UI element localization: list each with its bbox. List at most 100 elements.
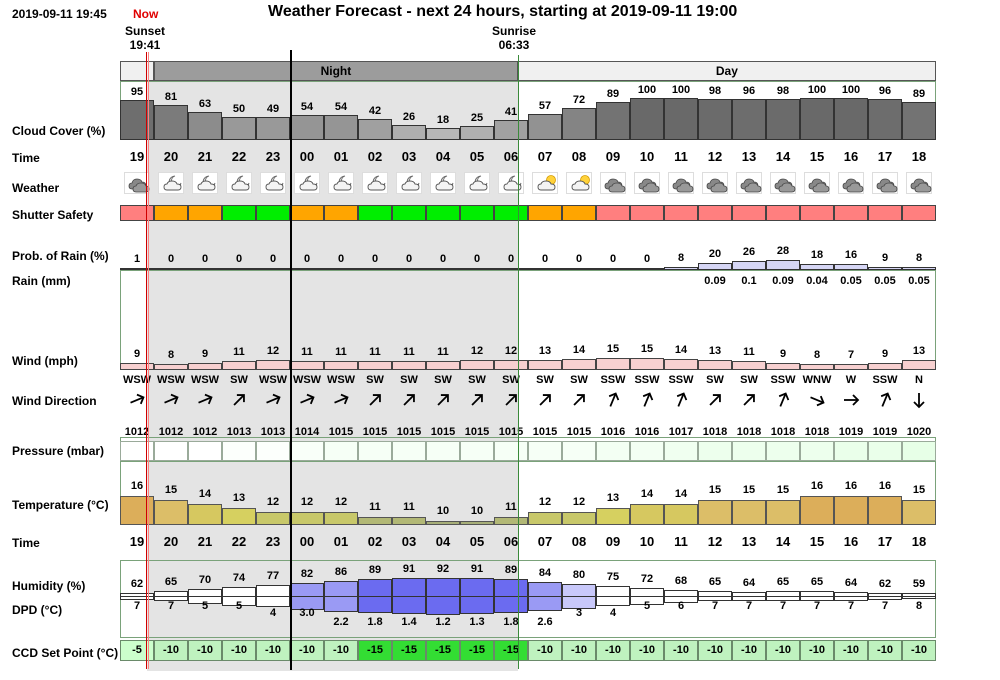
temperature-bar bbox=[290, 512, 324, 525]
humidity-value: 59 bbox=[912, 578, 926, 590]
rain-prob-value: 1 bbox=[133, 253, 141, 265]
ccd-setpoint-value: -10 bbox=[265, 644, 281, 656]
wind-arrow-icon bbox=[229, 390, 249, 410]
wind-bar bbox=[256, 360, 290, 370]
rain-prob-value: 0 bbox=[337, 253, 345, 265]
shutter-cell-marginal bbox=[188, 205, 222, 221]
rain-prob-bar bbox=[222, 268, 256, 270]
cloudy-icon bbox=[872, 172, 898, 194]
ccd-setpoint-value: -10 bbox=[775, 644, 791, 656]
cloud-bar bbox=[426, 128, 460, 140]
humidity-value: 80 bbox=[572, 568, 586, 581]
wind-value: 14 bbox=[674, 343, 688, 356]
wind-arrow-icon bbox=[365, 390, 385, 410]
dpd-value: 7 bbox=[711, 600, 719, 612]
pressure-cell bbox=[426, 441, 460, 461]
rain-mm-value: 0.05 bbox=[874, 275, 896, 287]
rain-prob-bar bbox=[120, 268, 154, 270]
partly-cloudy-night-icon bbox=[396, 172, 422, 194]
shutter-cell-unsafe bbox=[800, 205, 834, 221]
dpd-value: 8 bbox=[915, 600, 923, 612]
temperature-value: 10 bbox=[470, 504, 484, 517]
wind-value: 11 bbox=[335, 346, 347, 359]
temperature-value: 13 bbox=[606, 492, 620, 505]
shutter-cell-unsafe bbox=[902, 205, 936, 221]
wind-dir-value: WSW bbox=[292, 374, 322, 386]
rain-prob-value: 0 bbox=[269, 253, 277, 265]
rain-prob-value: 0 bbox=[575, 253, 583, 265]
humidity-value: 89 bbox=[504, 564, 518, 576]
wind-value: 11 bbox=[403, 346, 415, 359]
cloud-bar bbox=[732, 99, 766, 140]
ccd-setpoint-value: -10 bbox=[537, 644, 553, 656]
pressure-value: 1019 bbox=[872, 426, 898, 438]
shutter-cell-unsafe bbox=[664, 205, 698, 221]
wind-value: 12 bbox=[470, 345, 484, 358]
shutter-cell-unsafe bbox=[766, 205, 800, 221]
hour-label: 15 bbox=[809, 534, 825, 549]
rain-prob-bar bbox=[834, 264, 868, 270]
hour-label: 19 bbox=[129, 534, 145, 549]
cloudy-icon bbox=[668, 172, 694, 194]
temperature-bar bbox=[324, 512, 358, 525]
dpd-value: 5 bbox=[201, 600, 209, 612]
temperature-bar bbox=[698, 499, 732, 525]
wind-arrow-icon bbox=[603, 390, 623, 410]
wind-arrow-icon bbox=[195, 390, 215, 410]
rain-prob-value: 0 bbox=[609, 253, 617, 265]
wind-arrow-icon bbox=[739, 390, 759, 410]
cloud-bar bbox=[358, 119, 392, 140]
cloudy-icon bbox=[804, 172, 830, 194]
weather-label: Weather bbox=[12, 181, 60, 195]
humidity-value: 84 bbox=[538, 566, 552, 579]
ccd-setpoint-cell bbox=[766, 640, 800, 661]
pressure-cell bbox=[562, 441, 596, 461]
night-band: Night bbox=[154, 61, 518, 81]
humidity-value: 62 bbox=[878, 577, 892, 590]
humidity-value: 65 bbox=[776, 576, 790, 588]
humidity-value: 86 bbox=[334, 565, 348, 578]
hour-label: 10 bbox=[639, 149, 655, 164]
wind-value: 13 bbox=[538, 344, 552, 357]
temperature-bar bbox=[494, 516, 528, 525]
sunrise-line bbox=[517, 55, 519, 669]
cloud-value: 57 bbox=[538, 99, 552, 112]
hour-label: 10 bbox=[639, 534, 655, 549]
dpd-value: 3.0 bbox=[299, 607, 315, 619]
ccd-setpoint-cell bbox=[222, 640, 256, 661]
cloudy-icon bbox=[124, 172, 150, 194]
humidity-value: 77 bbox=[266, 570, 280, 582]
humidity-value: 68 bbox=[674, 574, 688, 587]
wind-dir-value: WSW bbox=[258, 374, 288, 386]
rain-prob-value: 26 bbox=[742, 245, 756, 258]
pressure-cell bbox=[630, 441, 664, 461]
rain-prob-value: 0 bbox=[405, 253, 413, 265]
shutter-cell-unsafe bbox=[868, 205, 902, 221]
temperature-value: 11 bbox=[369, 500, 381, 513]
rain-prob-value: 28 bbox=[776, 245, 790, 258]
cloud-bar bbox=[154, 105, 188, 140]
wind-dir-value: SW bbox=[468, 374, 486, 386]
wind-arrow-icon bbox=[569, 390, 589, 410]
ccd-setpoint-cell bbox=[120, 640, 154, 661]
cloud-value: 100 bbox=[841, 84, 861, 96]
hour-label: 04 bbox=[435, 149, 451, 164]
temperature-bar bbox=[154, 499, 188, 525]
pressure-value: 1012 bbox=[124, 426, 150, 438]
hour-label: 06 bbox=[503, 534, 519, 549]
hour-label: 07 bbox=[537, 534, 553, 549]
cloud-value: 100 bbox=[671, 84, 691, 96]
wind-direction-label: Wind Direction bbox=[12, 394, 97, 408]
temperature-bar bbox=[460, 520, 494, 525]
dpd-label: DPD (°C) bbox=[12, 603, 63, 617]
humidity-value: 82 bbox=[300, 567, 314, 580]
pressure-cell bbox=[460, 441, 494, 461]
shutter-cell-unsafe bbox=[732, 205, 766, 221]
rain-mm-value: 0.09 bbox=[772, 275, 794, 287]
ccd-setpoint-value: -15 bbox=[367, 644, 383, 656]
hour-label: 21 bbox=[197, 534, 213, 549]
dpd-value: 1.8 bbox=[367, 616, 383, 628]
wind-value: 15 bbox=[606, 343, 620, 355]
hour-label: 16 bbox=[843, 149, 859, 164]
cloud-value: 72 bbox=[572, 94, 586, 107]
